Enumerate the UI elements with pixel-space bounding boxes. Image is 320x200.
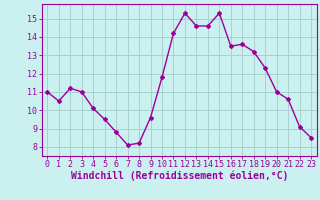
X-axis label: Windchill (Refroidissement éolien,°C): Windchill (Refroidissement éolien,°C) <box>70 171 288 181</box>
